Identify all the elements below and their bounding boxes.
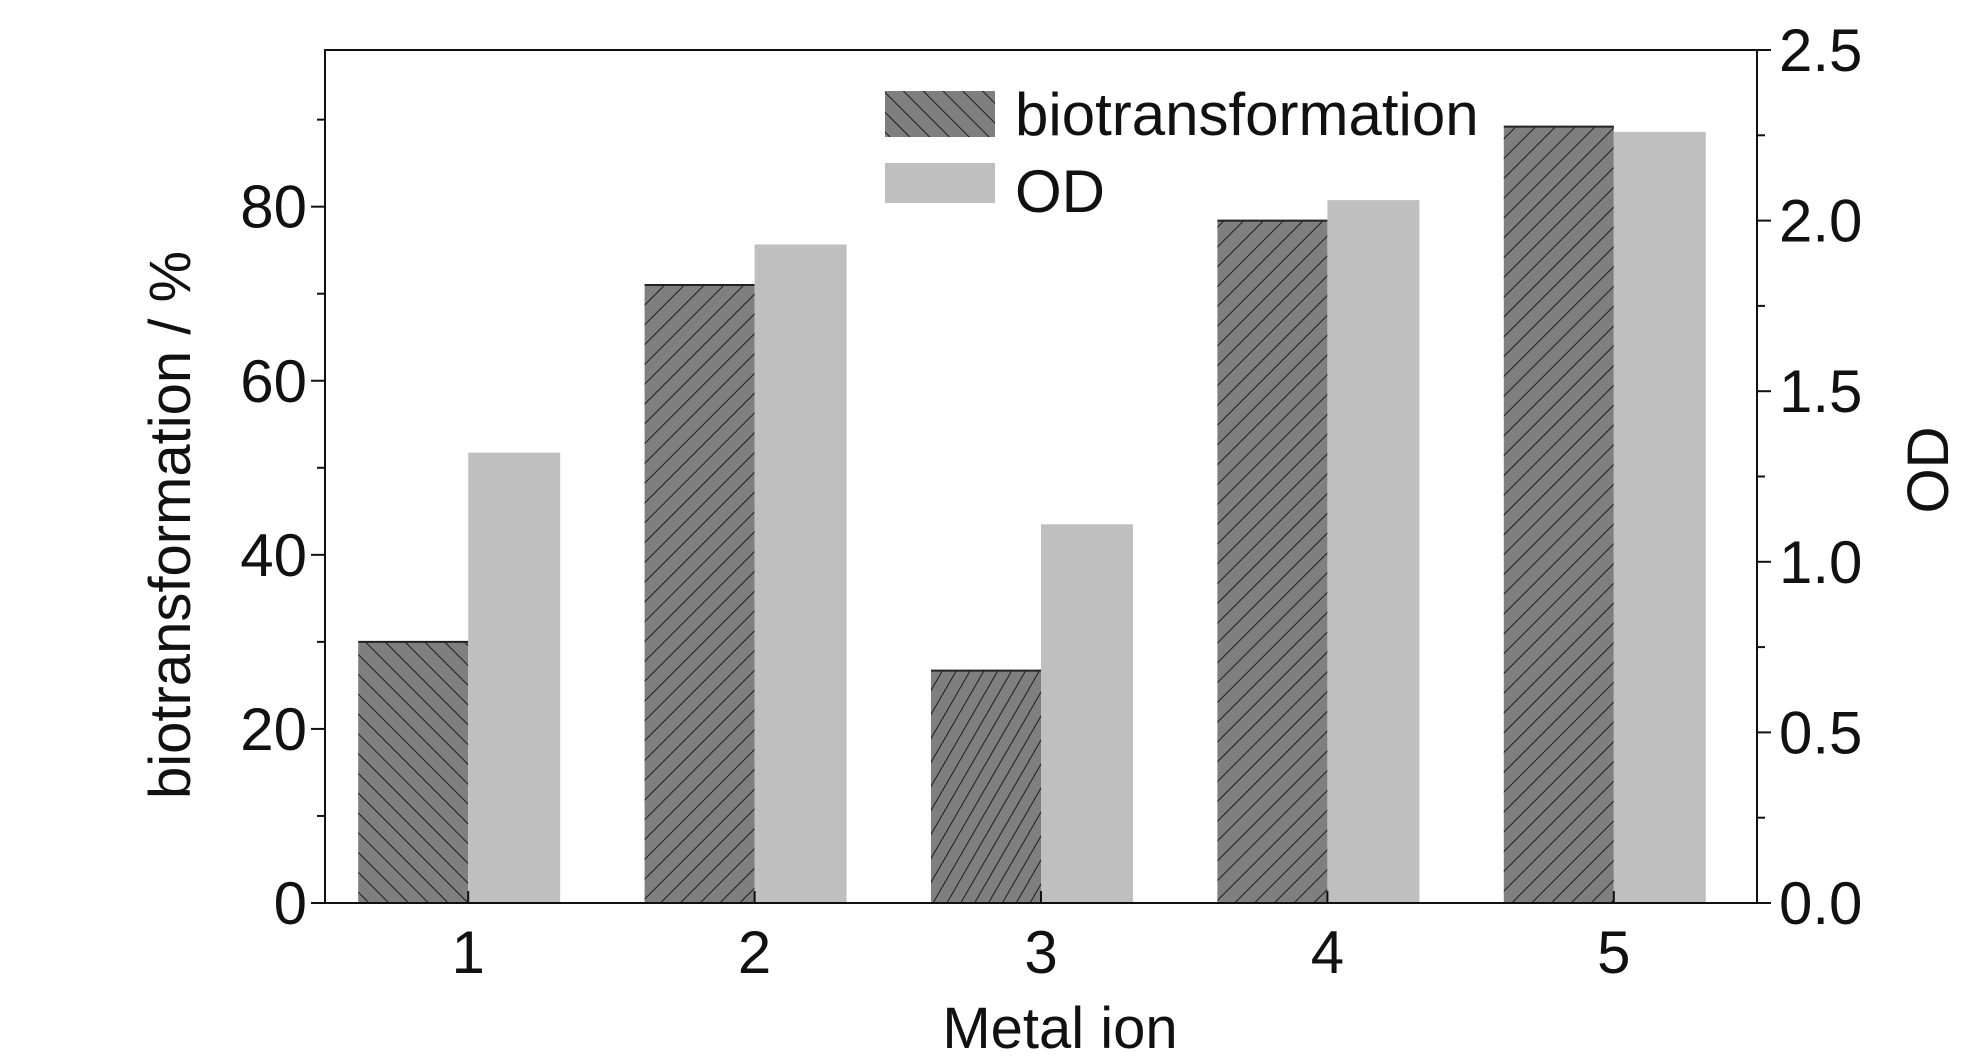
legend-label-biotransformation: biotransformation xyxy=(1015,81,1479,148)
bar-od-1 xyxy=(468,452,561,903)
right-y-tick-label-2.0: 2.0 xyxy=(1779,188,1862,255)
x-tick-label-4: 4 xyxy=(1311,919,1344,986)
right-y-axis: 0.0 0.5 1.0 1.5 2.0 2.5 xyxy=(1757,17,1862,937)
bar-od-2 xyxy=(754,244,847,903)
bar-biotransformation-hatch-3 xyxy=(931,670,1041,903)
right-y-tick-label-2.5: 2.5 xyxy=(1779,17,1862,84)
x-tick-label-1: 1 xyxy=(452,919,485,986)
left-y-axis: 0 20 40 60 80 xyxy=(240,118,325,937)
legend: biotransformation OD xyxy=(885,81,1479,225)
bar-biotransformation-hatch-5 xyxy=(1503,126,1614,903)
bar-od-5 xyxy=(1613,131,1706,903)
x-tick-label-3: 3 xyxy=(1024,919,1057,986)
legend-label-od: OD xyxy=(1015,158,1105,225)
right-y-tick-label-1.0: 1.0 xyxy=(1779,529,1862,596)
left-y-tick-label-80: 80 xyxy=(240,174,307,241)
bar-biotransformation-hatch-2 xyxy=(644,285,755,903)
x-axis-title: Metal ion xyxy=(942,996,1177,1061)
legend-swatch-biotransformation-hatch xyxy=(885,91,995,137)
bar-od-4 xyxy=(1327,200,1420,904)
bar-biotransformation-hatch-1 xyxy=(358,641,469,903)
right-y-tick-label-0.5: 0.5 xyxy=(1779,699,1862,766)
left-y-tick-label-60: 60 xyxy=(240,348,307,415)
x-tick-label-2: 2 xyxy=(738,919,771,986)
left-y-axis-title: biotransformation / % xyxy=(138,251,203,799)
left-y-tick-label-40: 40 xyxy=(240,522,307,589)
x-axis: 1 2 3 4 5 xyxy=(452,891,1630,986)
bars-layer xyxy=(358,125,1706,904)
bar-od-3 xyxy=(1041,524,1133,903)
legend-swatch-od xyxy=(885,163,995,203)
left-y-tick-label-20: 20 xyxy=(240,696,307,763)
right-y-tick-label-0.0: 0.0 xyxy=(1779,870,1862,937)
left-y-tick-label-0: 0 xyxy=(274,870,307,937)
right-y-tick-label-1.5: 1.5 xyxy=(1779,358,1862,425)
x-tick-label-5: 5 xyxy=(1597,919,1630,986)
bar-biotransformation-hatch-4 xyxy=(1217,220,1328,904)
right-y-axis-title: OD xyxy=(1896,427,1961,514)
